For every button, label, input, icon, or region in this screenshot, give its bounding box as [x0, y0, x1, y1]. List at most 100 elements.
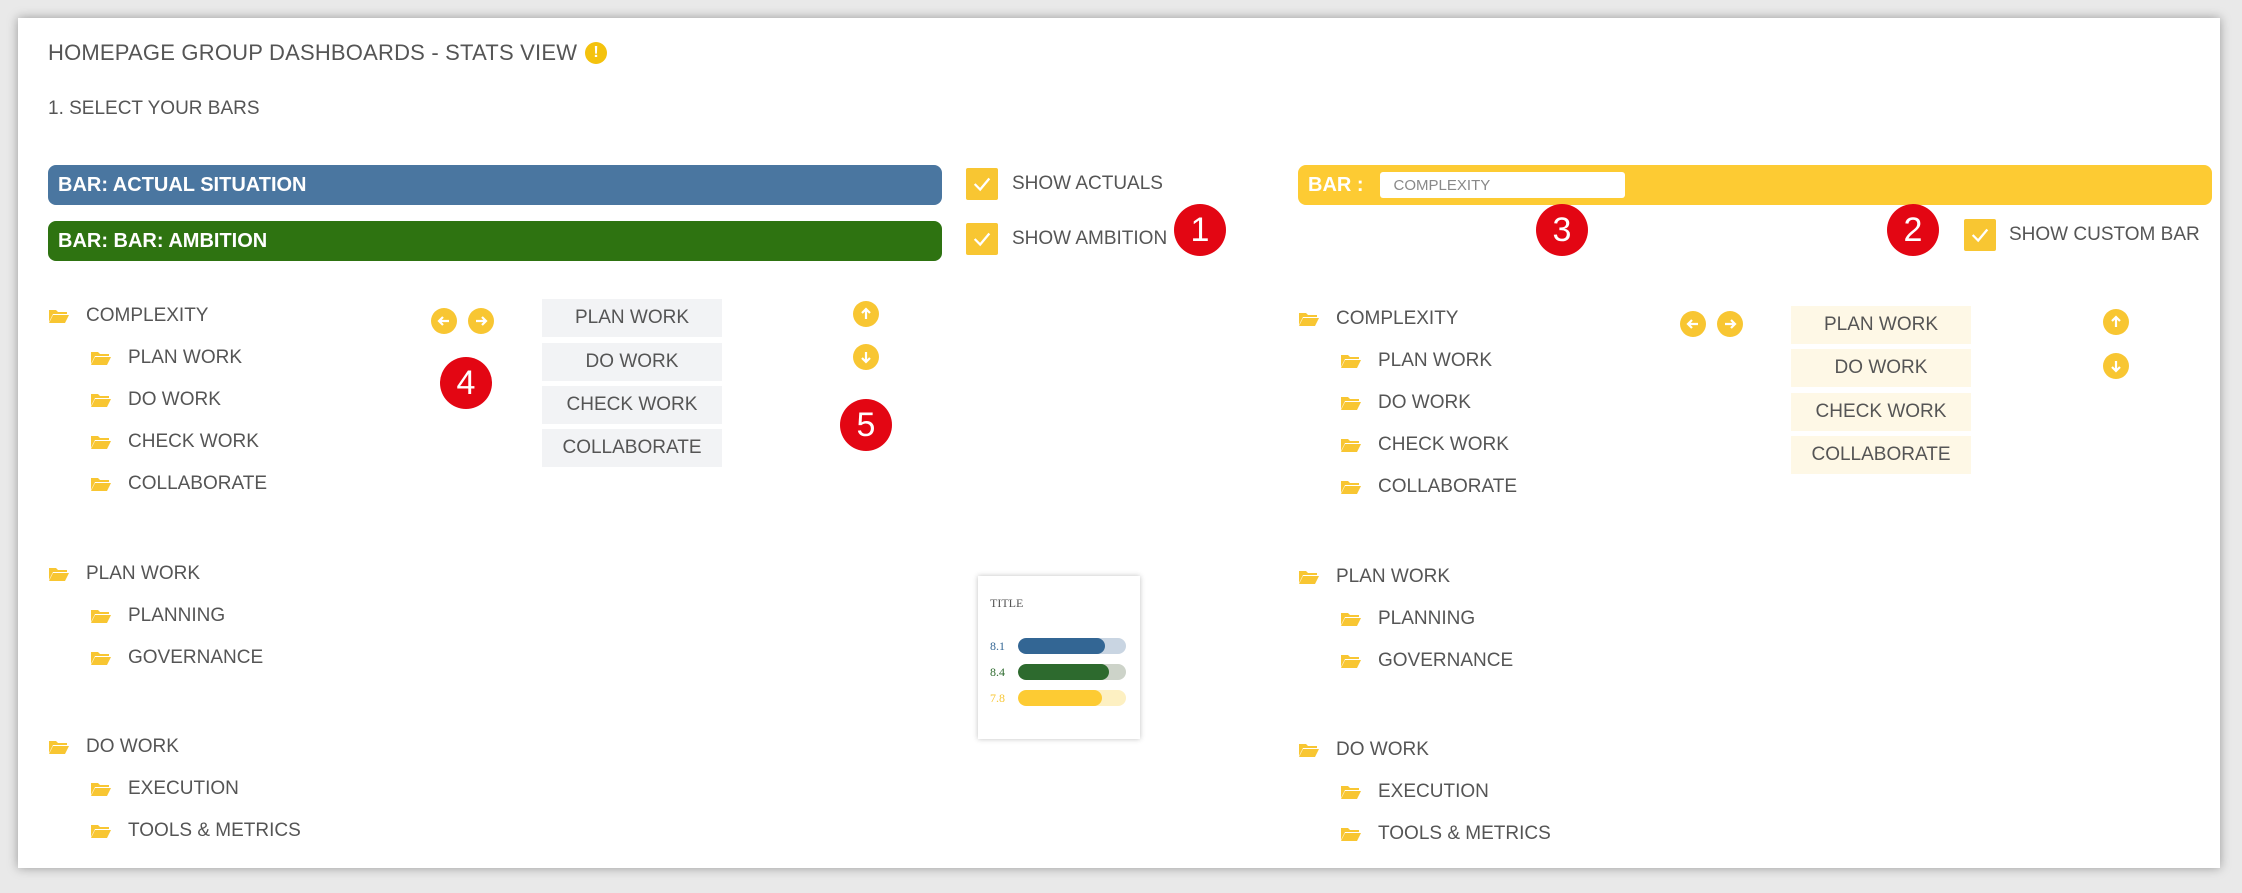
warning-icon[interactable]: !	[585, 42, 608, 64]
folder-icon	[1341, 655, 1361, 668]
tree-item-label: EXECUTION	[128, 778, 239, 799]
show-actuals-label: SHOW ACTUALS	[1012, 173, 1163, 194]
tree-group-do-work[interactable]: DO WORK	[1298, 739, 1429, 761]
folder-icon	[1341, 481, 1361, 494]
tree-item-tools-metrics[interactable]: TOOLS & METRICS	[90, 820, 301, 842]
move-down-button[interactable]	[2103, 353, 2129, 379]
folder-icon	[91, 352, 111, 365]
arrow-down-icon	[2111, 361, 2121, 373]
show-custom-label: SHOW CUSTOM BAR	[2009, 224, 2200, 245]
page-title-text: HOMEPAGE GROUP DASHBOARDS - STATS VIEW	[48, 40, 578, 65]
show-custom-checkbox[interactable]	[1964, 219, 1996, 251]
tree-item-execution[interactable]: EXECUTION	[1340, 781, 1489, 803]
tree-item-check-work[interactable]: CHECK WORK	[90, 431, 259, 453]
tree-item-governance[interactable]: GOVERNANCE	[90, 647, 263, 669]
tree-item-label: PLAN WORK	[128, 347, 243, 368]
folder-icon	[1299, 744, 1319, 757]
move-right-button[interactable]	[1717, 311, 1743, 337]
tree-group-do-work[interactable]: DO WORK	[48, 736, 179, 758]
check-icon	[1971, 228, 1989, 243]
tree-item-label: DO WORK	[128, 389, 221, 410]
tree-group-complexity[interactable]: COMPLEXITY	[48, 305, 208, 327]
callout-badge-1: 1	[1174, 204, 1226, 256]
check-icon	[973, 232, 991, 247]
tree-item-label: DO WORK	[1378, 392, 1471, 413]
tree-item-do-work[interactable]: DO WORK	[90, 389, 221, 411]
folder-icon	[49, 310, 69, 323]
callout-badge-4: 4	[440, 357, 492, 409]
show-actuals-checkbox[interactable]	[966, 168, 998, 200]
selected-list-item[interactable]: PLAN WORK	[1791, 306, 1971, 344]
move-left-button[interactable]	[1680, 311, 1706, 337]
tree-group-label: COMPLEXITY	[1336, 308, 1459, 329]
tree-item-tools-metrics[interactable]: TOOLS & METRICS	[1340, 823, 1551, 845]
tree-item-label: CHECK WORK	[1378, 434, 1509, 455]
show-ambition-checkbox[interactable]	[966, 223, 998, 255]
move-down-button[interactable]	[853, 344, 879, 370]
page-title: HOMEPAGE GROUP DASHBOARDS - STATS VIEW !	[48, 40, 608, 66]
tree-item-label: PLAN WORK	[1378, 350, 1493, 371]
stats-view-panel: HOMEPAGE GROUP DASHBOARDS - STATS VIEW !…	[18, 18, 2220, 868]
selected-list-item[interactable]: DO WORK	[542, 343, 722, 381]
bar-actual-label: BAR: ACTUAL SITUATION	[58, 173, 307, 196]
move-up-button[interactable]	[2103, 309, 2129, 335]
folder-icon	[1341, 613, 1361, 626]
bar-ambition[interactable]: BAR: BAR: AMBITION	[48, 221, 942, 261]
move-left-button[interactable]	[431, 308, 457, 334]
selected-list-item[interactable]: CHECK WORK	[542, 386, 722, 424]
selected-list-item[interactable]: DO WORK	[1791, 349, 1971, 387]
move-right-button[interactable]	[468, 308, 494, 334]
folder-icon	[1299, 313, 1319, 326]
tree-item-execution[interactable]: EXECUTION	[90, 778, 239, 800]
folder-icon	[91, 478, 111, 491]
tree-group-label: DO WORK	[1336, 739, 1429, 760]
selected-list-item[interactable]: CHECK WORK	[1791, 393, 1971, 431]
tree-item-governance[interactable]: GOVERNANCE	[1340, 650, 1513, 672]
tree-group-plan-work[interactable]: PLAN WORK	[1298, 566, 1450, 588]
arrow-up-icon	[2111, 315, 2121, 327]
tree-item-planning[interactable]: PLANNING	[1340, 608, 1475, 630]
arrow-right-icon	[476, 316, 488, 326]
folder-icon	[91, 610, 111, 623]
tree-group-label: PLAN WORK	[86, 563, 201, 584]
tree-group-plan-work[interactable]: PLAN WORK	[48, 563, 200, 585]
move-up-button[interactable]	[853, 301, 879, 327]
tree-item-check-work[interactable]: CHECK WORK	[1340, 434, 1509, 456]
tree-item-label: EXECUTION	[1378, 781, 1489, 802]
arrow-right-icon	[1725, 319, 1737, 329]
callout-badge-5: 5	[840, 399, 892, 451]
folder-icon	[1299, 571, 1319, 584]
folder-icon	[1341, 439, 1361, 452]
tree-item-label: TOOLS & METRICS	[128, 820, 301, 841]
bar-custom: BAR :	[1298, 165, 2212, 205]
tree-group-label: COMPLEXITY	[86, 305, 209, 326]
preview-fill	[1018, 690, 1103, 706]
folder-icon	[1341, 786, 1361, 799]
bar-actual-situation[interactable]: BAR: ACTUAL SITUATION	[48, 165, 942, 205]
folder-icon	[1341, 355, 1361, 368]
tree-item-planning[interactable]: PLANNING	[90, 605, 225, 627]
tree-item-do-work[interactable]: DO WORK	[1340, 392, 1471, 414]
folder-icon	[49, 568, 69, 581]
tree-item-label: GOVERNANCE	[128, 647, 264, 668]
tree-item-plan-work[interactable]: PLAN WORK	[1340, 350, 1492, 372]
tree-group-complexity[interactable]: COMPLEXITY	[1298, 308, 1458, 330]
folder-icon	[1341, 828, 1361, 841]
show-ambition-label: SHOW AMBITION	[1012, 228, 1168, 249]
tree-item-label: PLANNING	[1378, 608, 1476, 629]
callout-badge-2: 2	[1887, 204, 1939, 256]
tree-item-collaborate[interactable]: COLLABORATE	[1340, 476, 1517, 498]
arrow-left-icon	[437, 316, 449, 326]
selected-list-item[interactable]: COLLABORATE	[1791, 436, 1971, 474]
preview-row-ambition: 8.4	[990, 664, 1126, 680]
selected-list-item[interactable]: PLAN WORK	[542, 299, 722, 337]
tree-item-label: COLLABORATE	[128, 473, 268, 494]
tree-item-plan-work[interactable]: PLAN WORK	[90, 347, 242, 369]
tree-item-collaborate[interactable]: COLLABORATE	[90, 473, 267, 495]
preview-title: TITLE	[990, 596, 1024, 610]
selected-list-item[interactable]: COLLABORATE	[542, 429, 722, 467]
preview-track	[1018, 690, 1126, 706]
custom-bar-input[interactable]	[1379, 172, 1625, 198]
preview-row-actual: 8.1	[990, 638, 1126, 654]
folder-icon	[91, 783, 111, 796]
